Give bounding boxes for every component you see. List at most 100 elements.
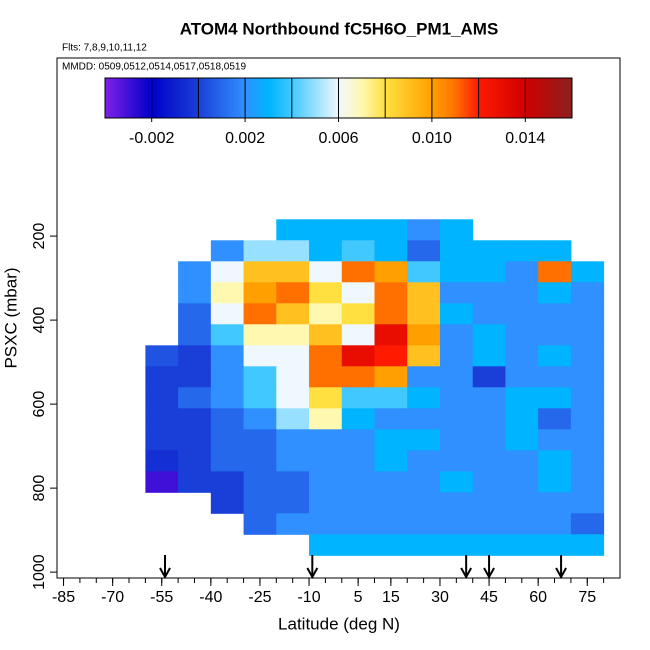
heat-cell: [374, 345, 408, 367]
colorbar-tick-label: -0.002: [129, 130, 174, 147]
heat-cell: [407, 324, 441, 346]
heat-cell: [407, 303, 441, 325]
heat-cell: [407, 471, 441, 493]
heat-cell: [472, 282, 506, 304]
heat-cell: [439, 429, 474, 451]
x-tick-label: 15: [382, 589, 400, 606]
heat-cell: [570, 282, 605, 304]
marker-head: [159, 567, 171, 580]
heat-cell: [374, 324, 408, 346]
heat-cell: [439, 282, 474, 304]
heat-cell: [407, 450, 441, 472]
heat-cell: [145, 387, 179, 409]
heat-cell: [341, 303, 376, 325]
heat-cell: [407, 534, 441, 556]
heat-cell: [570, 261, 605, 283]
heat-cell: [276, 513, 310, 535]
heat-cell: [341, 450, 376, 472]
x-tick-label: 60: [529, 589, 547, 606]
heat-cell: [407, 366, 441, 388]
heat-cell: [243, 513, 277, 535]
heat-cell: [505, 471, 539, 493]
heat-cell: [145, 450, 179, 472]
heat-cell: [309, 345, 343, 367]
heat-cell: [505, 345, 539, 367]
heat-cell: [341, 387, 376, 409]
heat-cell: [538, 387, 572, 409]
heat-cell: [570, 387, 605, 409]
heat-cell: [309, 387, 343, 409]
y-tick-label: 400: [31, 307, 48, 334]
heat-cell: [374, 366, 408, 388]
heat-cell: [538, 303, 572, 325]
heat-cell: [276, 387, 310, 409]
heat-cell: [505, 492, 539, 514]
heat-cell: [178, 345, 212, 367]
heat-cell: [439, 366, 474, 388]
heat-cell: [309, 534, 343, 556]
heat-cell: [570, 534, 605, 556]
heat-cell: [341, 492, 376, 514]
heat-cell: [374, 408, 408, 430]
heat-cell: [374, 303, 408, 325]
x-tick-label: 45: [480, 589, 498, 606]
heat-cell: [407, 492, 441, 514]
heat-cell: [145, 408, 179, 430]
heat-cell: [309, 366, 343, 388]
heat-cell: [243, 324, 277, 346]
heat-cell: [374, 492, 408, 514]
x-tick-label: -40: [199, 589, 222, 606]
x-tick-label: 30: [431, 589, 449, 606]
heat-cell: [243, 366, 277, 388]
heat-cell: [276, 282, 310, 304]
flight-marker: [555, 555, 567, 580]
y-tick-label: 200: [31, 223, 48, 250]
heat-cell: [505, 513, 539, 535]
heat-cell: [309, 450, 343, 472]
heat-cell: [178, 387, 212, 409]
annotation: MMDD: 0509,0512,0514,0517,0518,0519: [62, 62, 246, 73]
heat-cell: [407, 219, 441, 241]
heat-cell: [374, 513, 408, 535]
heat-cell: [505, 324, 539, 346]
heat-cell: [276, 408, 310, 430]
heat-cell: [145, 345, 179, 367]
y-axis-label: PSXC (mbar): [1, 267, 20, 368]
heat-cell: [472, 513, 506, 535]
heat-cell: [439, 345, 474, 367]
x-tick-label: 5: [354, 589, 363, 606]
heat-cell: [439, 387, 474, 409]
heat-cell: [178, 282, 212, 304]
heat-cell: [210, 324, 245, 346]
heat-cell: [472, 450, 506, 472]
heat-cell: [439, 534, 474, 556]
heat-cell: [472, 534, 506, 556]
heat-cell: [439, 261, 474, 283]
heat-cell: [538, 324, 572, 346]
flight-marker: [159, 555, 171, 580]
heat-cell: [439, 219, 474, 241]
heat-cell: [243, 429, 277, 451]
heat-cell: [243, 303, 277, 325]
heat-cell: [341, 282, 376, 304]
heat-cell: [407, 513, 441, 535]
heat-cell: [570, 450, 605, 472]
heat-cell: [505, 282, 539, 304]
flight-marker: [460, 555, 473, 580]
colorbar-tick-label: 0.010: [412, 130, 452, 147]
heat-cell: [374, 219, 408, 241]
x-tick-label: -10: [297, 589, 320, 606]
heat-cell: [570, 303, 605, 325]
heat-cell: [243, 492, 277, 514]
heat-cell: [243, 408, 277, 430]
heat-cell: [505, 429, 539, 451]
heat-cell: [374, 450, 408, 472]
heat-cell: [570, 324, 605, 346]
heat-cell: [243, 450, 277, 472]
heat-cell: [276, 240, 310, 262]
heat-cell: [538, 282, 572, 304]
heat-cell: [407, 282, 441, 304]
heat-cell: [341, 513, 376, 535]
heat-cell: [538, 450, 572, 472]
